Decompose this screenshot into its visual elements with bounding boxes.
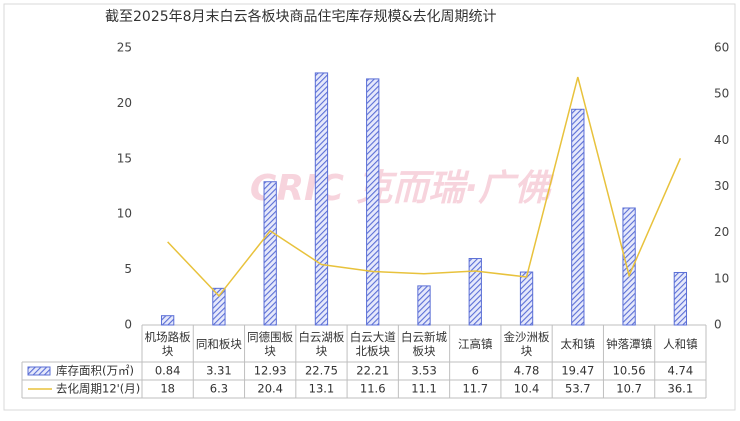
y2-tick-label: 30 xyxy=(714,179,729,193)
table-value: 19.47 xyxy=(561,364,594,378)
y2-tick-label: 40 xyxy=(714,133,729,147)
watermark: CRIC 克而瑞·广佛 xyxy=(250,168,554,209)
table-value: 22.75 xyxy=(305,364,338,378)
x-tick-label-box: 钟落潭镇 xyxy=(606,336,653,351)
x-tick-label: 江高镇 xyxy=(458,336,493,351)
x-tick-label-box: 同德围板块 xyxy=(247,329,294,358)
legend-label: 库存面积(万㎡) xyxy=(56,364,134,378)
bar xyxy=(263,181,277,326)
table-value: 11.1 xyxy=(411,382,437,396)
y2-tick-label: 60 xyxy=(714,41,729,55)
bar xyxy=(314,72,329,326)
x-tick-label-box: 金沙洲板块 xyxy=(503,329,550,358)
table-value: 0.84 xyxy=(155,364,181,378)
table-value: 11.6 xyxy=(360,382,386,396)
y2-tick-label: 20 xyxy=(714,225,729,239)
table-value: 4.74 xyxy=(668,364,694,378)
bar xyxy=(160,315,175,326)
table-value: 4.78 xyxy=(514,364,540,378)
table-value: 6.3 xyxy=(210,382,228,396)
x-tick-label: 金沙洲板块 xyxy=(503,329,550,358)
table-value: 11.7 xyxy=(462,382,488,396)
x-tick-label-box: 白云新城板块 xyxy=(400,329,447,358)
chart-title: 截至2025年8月末白云各板块商品住宅库存规模&去化周期统计 xyxy=(105,9,496,25)
y-tick-label: 0 xyxy=(124,318,132,332)
table-value: 12.93 xyxy=(254,364,287,378)
x-tick-label-box: 白云大道北板块 xyxy=(349,329,396,358)
table-value: 10.4 xyxy=(514,382,540,396)
x-tick-label: 太和镇 xyxy=(560,336,596,351)
bar xyxy=(468,258,482,326)
x-tick-label-box: 机场路板块 xyxy=(144,329,191,358)
x-tick-label: 同德围板块 xyxy=(247,329,294,358)
x-tick-label: 白云新城板块 xyxy=(400,329,447,358)
table-value: 3.31 xyxy=(206,364,232,378)
y-tick-label: 20 xyxy=(117,96,132,110)
table-value: 36.1 xyxy=(668,382,694,396)
table-value: 10.7 xyxy=(616,382,642,396)
table-value: 53.7 xyxy=(565,382,591,396)
bar xyxy=(366,78,380,326)
x-tick-label: 机场路板块 xyxy=(144,329,191,358)
y2-tick-label: 10 xyxy=(714,271,729,285)
table-value: 20.4 xyxy=(257,382,283,396)
table-value: 22.21 xyxy=(356,364,389,378)
bar xyxy=(673,271,688,326)
bar xyxy=(519,271,534,326)
y2-tick-label: 0 xyxy=(714,318,722,332)
x-tick-label-box: 人和镇 xyxy=(663,336,698,351)
y-tick-label: 25 xyxy=(117,41,132,55)
table-value: 18 xyxy=(160,382,175,396)
x-tick-label-box: 白云湖板块 xyxy=(298,329,345,358)
legend-swatch xyxy=(27,366,51,376)
table-value: 6 xyxy=(472,364,479,378)
table-value: 13.1 xyxy=(309,382,335,396)
bar xyxy=(622,207,636,326)
x-tick-label-box: 太和镇 xyxy=(560,336,596,351)
x-tick-label: 白云湖板块 xyxy=(298,329,345,358)
y-tick-label: 5 xyxy=(124,262,132,276)
y2-tick-label: 50 xyxy=(714,87,729,101)
y-tick-label: 10 xyxy=(117,207,132,221)
table-value: 10.56 xyxy=(613,364,646,378)
x-tick-label-box: 江高镇 xyxy=(458,336,493,351)
x-tick-label: 人和镇 xyxy=(663,336,698,351)
x-tick-label: 同和板块 xyxy=(195,336,242,351)
line xyxy=(167,76,682,298)
x-tick-label-box: 同和板块 xyxy=(195,336,242,351)
bar xyxy=(417,285,431,326)
legend-label: 去化周期12'(月) xyxy=(56,382,140,396)
x-tick-label: 白云大道北板块 xyxy=(349,329,396,358)
x-tick-label: 钟落潭镇 xyxy=(606,336,653,351)
bar xyxy=(571,108,585,326)
y-tick-label: 15 xyxy=(117,151,132,165)
bar xyxy=(212,287,226,326)
table-value: 3.53 xyxy=(411,364,437,378)
